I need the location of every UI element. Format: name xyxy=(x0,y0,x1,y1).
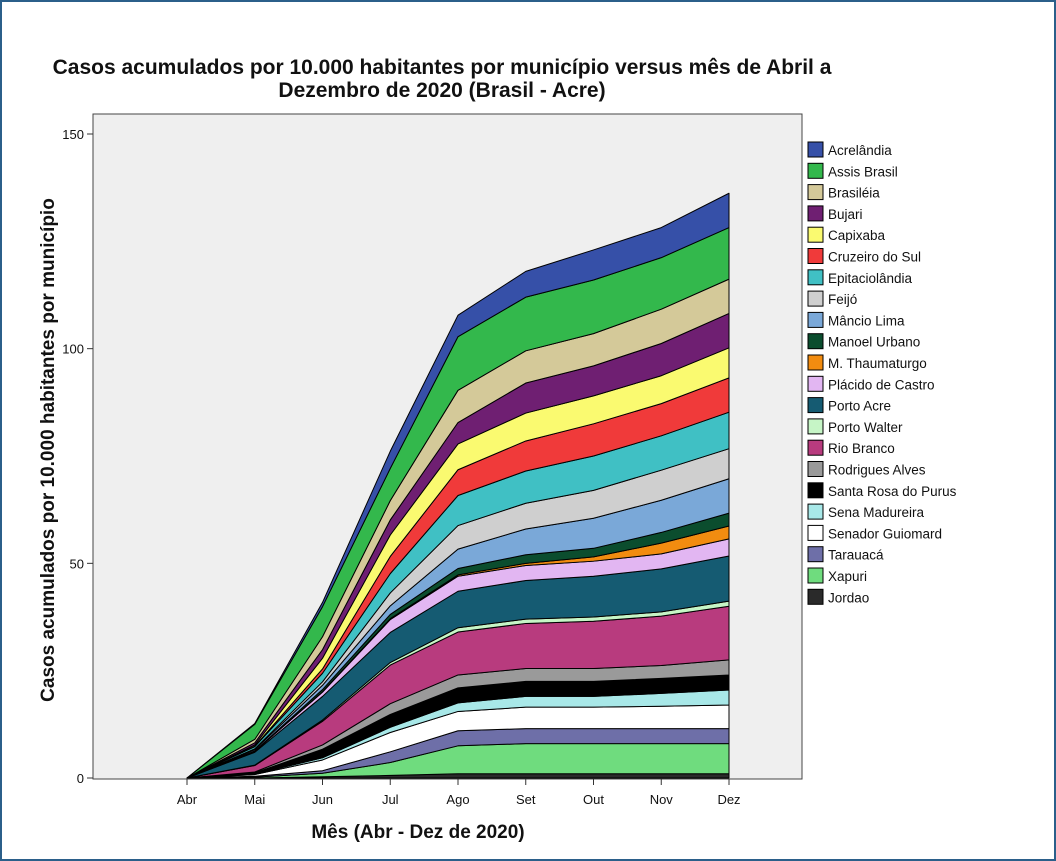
x-tick-label-1: Mai xyxy=(244,792,265,807)
legend-swatch-10 xyxy=(807,354,824,371)
legend-swatch-0 xyxy=(807,141,824,158)
x-tick-label-6: Out xyxy=(583,792,604,807)
legend-swatch-14 xyxy=(807,439,824,456)
legend-label-0: Acrelândia xyxy=(828,143,892,158)
legend-label-19: Tarauacá xyxy=(828,548,884,563)
legend-swatch-19 xyxy=(807,546,824,563)
legend-swatch-2 xyxy=(807,184,824,201)
y-tick-label-3: 150 xyxy=(62,127,84,142)
legend-swatch-16 xyxy=(807,482,824,499)
legend-swatch-8 xyxy=(807,311,824,328)
x-tick-label-7: Nov xyxy=(650,792,674,807)
y-axis-label: Casos acumulados por 10.000 habitantes p… xyxy=(38,198,59,702)
legend-label-14: Rio Branco xyxy=(828,441,895,456)
legend-label-18: Senador Guiomard xyxy=(828,526,942,541)
x-tick-label-8: Dez xyxy=(717,792,740,807)
legend-swatch-12 xyxy=(807,397,824,414)
legend-label-21: Jordao xyxy=(828,590,869,605)
legend-label-7: Feijó xyxy=(828,292,857,307)
x-tick-label-0: Abr xyxy=(177,792,198,807)
legend-swatch-15 xyxy=(807,461,824,477)
y-tick-label-0: 0 xyxy=(77,771,84,786)
legend-label-8: Mâncio Lima xyxy=(828,313,905,328)
legend-swatch-4 xyxy=(807,226,824,243)
chart-title-line-1: Casos acumulados por 10.000 habitantes p… xyxy=(53,56,832,79)
legend-swatch-5 xyxy=(807,248,824,264)
legend-swatch-17 xyxy=(807,503,824,520)
legend-label-17: Sena Madureira xyxy=(828,505,925,520)
legend-label-9: Manoel Urbano xyxy=(828,335,920,350)
legend-label-13: Porto Walter xyxy=(828,420,903,435)
legend-label-20: Xapuri xyxy=(828,569,867,584)
legend-swatch-9 xyxy=(807,333,824,350)
legend-label-1: Assis Brasil xyxy=(828,164,898,179)
legend-swatch-1 xyxy=(807,162,824,179)
legend-label-6: Epitaciolândia xyxy=(828,271,913,286)
legend-swatch-20 xyxy=(807,567,824,584)
legend-swatch-18 xyxy=(807,524,824,541)
legend-label-10: M. Thaumaturgo xyxy=(828,356,927,371)
legend-label-16: Santa Rosa do Purus xyxy=(828,484,957,499)
areas-layer xyxy=(186,192,730,779)
y-tick-label-1: 50 xyxy=(70,556,84,571)
legend-swatch-7 xyxy=(807,290,824,307)
x-tick-label-4: Ago xyxy=(446,792,469,807)
legend-label-11: Plácido de Castro xyxy=(828,377,935,392)
legend: Acrelândia Assis Brasil Brasiléia Bujari Cap… xyxy=(807,141,957,605)
x-tick-label-5: Set xyxy=(516,792,536,807)
legend-label-4: Capixaba xyxy=(828,228,886,243)
legend-label-15: Rodrigues Alves xyxy=(828,463,926,478)
legend-swatch-21 xyxy=(807,588,824,605)
legend-swatch-11 xyxy=(807,375,824,392)
legend-label-3: Bujari xyxy=(828,207,863,222)
chart-title-line-2: Dezembro de 2020 (Brasil - Acre) xyxy=(278,79,605,102)
legend-label-5: Cruzeiro do Sul xyxy=(828,250,921,265)
area-series-21 xyxy=(186,192,730,779)
legend-swatch-3 xyxy=(807,205,824,222)
legend-swatch-13 xyxy=(807,418,824,435)
x-tick-label-3: Jul xyxy=(382,792,399,807)
y-tick-label-2: 100 xyxy=(62,342,84,357)
legend-label-2: Brasiléia xyxy=(828,186,880,201)
legend-label-12: Porto Acre xyxy=(828,399,891,414)
legend-swatch-6 xyxy=(807,269,824,286)
x-axis-label: Mês (Abr - Dez de 2020) xyxy=(311,822,524,843)
axes-layer: 0 50 100 150 Abr Mai Jun Jul Ago Set Out Nov Dez xyxy=(62,127,740,807)
x-tick-label-2: Jun xyxy=(312,792,333,807)
